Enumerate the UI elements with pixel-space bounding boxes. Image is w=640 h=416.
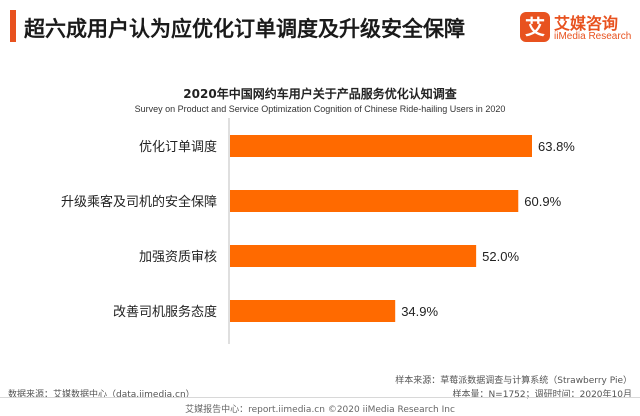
category-label: 优化订单调度 <box>139 139 217 155</box>
category-label: 升级乘客及司机的安全保障 <box>61 194 217 210</box>
chart-subtitle: Survey on Product and Service Optimizati… <box>134 104 506 114</box>
bar <box>230 300 396 322</box>
sample-size: 样本量：N=1752；调研时间：2020年10月 <box>452 390 632 400</box>
footer-divider <box>0 397 640 398</box>
data-label: 60.9% <box>524 194 561 209</box>
footer-text: 艾媒报告中心：report.iimedia.cn ©2020 iiMedia R… <box>185 405 455 415</box>
data-label: 63.8% <box>538 139 575 154</box>
logo-mark-icon: 艾 <box>520 12 550 42</box>
data-label: 34.9% <box>401 304 438 319</box>
bar <box>230 135 532 157</box>
page-headline: 超六成用户认为应优化订单调度及升级安全保障 <box>24 17 465 41</box>
logo-text-en: iiMedia Research <box>554 31 632 42</box>
brand-logo: 艾 艾媒咨询 iiMedia Research <box>520 10 632 50</box>
bar <box>230 245 477 267</box>
bar <box>230 190 519 212</box>
sample-source: 样本来源：草莓派数据调查与计算系统（Strawberry Pie） <box>395 376 632 386</box>
data-label: 52.0% <box>482 249 519 264</box>
category-label: 加强资质审核 <box>139 250 217 265</box>
chart-title: 2020年中国网约车用户关于产品服务优化认知调查 <box>183 87 457 101</box>
headline-accent-bar <box>10 10 16 42</box>
category-label: 改善司机服务态度 <box>113 304 217 320</box>
logo-text-cn: 艾媒咨询 <box>554 14 619 33</box>
data-source: 数据来源：艾媒数据中心（data.iimedia.cn） <box>8 390 195 400</box>
